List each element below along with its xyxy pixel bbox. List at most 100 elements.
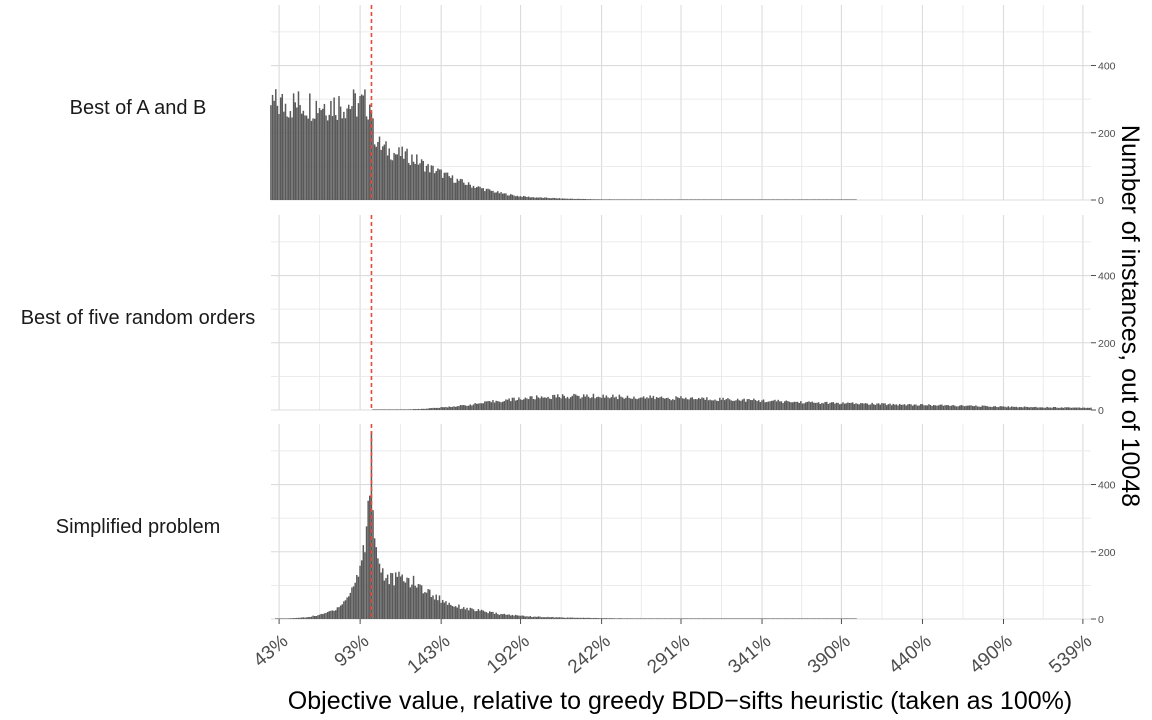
histogram-bar [474,403,476,410]
histogram-bar [689,397,692,410]
histogram-bar [383,144,386,200]
histogram-bar [511,397,514,410]
histogram-bar [1052,406,1055,410]
histogram-bar [461,179,463,200]
histogram-bar [733,400,736,410]
histogram-bar [733,618,736,619]
histogram-bar [469,404,472,410]
histogram-bar [1035,406,1037,410]
histogram-bar [518,397,520,410]
histogram-bar [777,199,779,200]
histogram-bar [479,610,481,619]
histogram-bar [388,409,390,410]
histogram-bar [317,615,319,619]
histogram-bar [821,199,823,200]
histogram-bar [547,197,549,200]
histogram-bar [582,394,585,410]
histogram-bar [1078,407,1081,410]
histogram-bar [976,406,979,410]
histogram-bar [487,188,489,200]
histogram-bar [654,199,656,200]
histogram-bar [754,400,757,410]
histogram-bar [1002,406,1005,410]
histogram-bar [967,405,969,410]
histogram-bar [1090,407,1092,410]
histogram-bar [558,617,561,619]
histogram-bar [378,409,381,410]
histogram-bar [732,199,734,200]
histogram-bar [604,199,606,200]
histogram-bar [808,401,810,410]
histogram-bar [673,399,676,410]
histogram-bar [414,585,416,619]
histogram-bar [275,89,277,200]
histogram-bar [1005,407,1008,410]
histogram-bar [1072,407,1074,410]
x-axis-title: Objective value, relative to greedy BDD−… [288,687,1072,715]
histogram-bar [1039,407,1042,410]
histogram-bar [642,618,645,619]
histogram-bar [783,401,786,410]
histogram-bar [733,199,736,200]
histogram-bar [537,616,540,619]
histogram-bar [681,618,684,619]
histogram-bar [646,199,648,200]
histogram-bar [675,396,677,410]
histogram-bar [801,403,804,410]
histogram-bar [599,618,601,619]
histogram-bar [288,618,290,619]
histogram-bar [634,199,637,200]
histogram-bar [851,199,854,200]
histogram-bar [785,199,788,200]
histogram-bar [843,403,846,410]
histogram-bar [699,199,702,200]
histogram-bar [492,400,494,410]
histogram-bar [561,198,564,200]
histogram-bar [921,404,924,410]
histogram-bar [401,409,403,410]
histogram-bar [668,398,671,410]
histogram-bar [571,198,574,200]
histogram-bar [667,397,669,410]
histogram-bar [1048,407,1050,410]
histogram-bar [584,396,587,410]
histogram-bar [905,405,907,410]
x-tick-label: 291% [643,631,694,678]
histogram-bar [663,398,666,410]
histogram-bar [864,403,867,410]
histogram-bar [613,618,616,619]
histogram-bar [296,617,298,619]
histogram-bar [777,399,779,410]
histogram-bar [963,406,966,410]
histogram-bar [501,401,504,410]
histogram-bar [566,396,569,410]
histogram-bar [576,617,578,619]
histogram-bar [819,199,822,200]
histogram-bar [438,595,441,619]
histogram-bar [579,617,582,619]
histogram-bar [539,398,541,410]
histogram-bar [586,617,588,619]
histogram-bar [335,610,337,619]
histogram-bar [578,617,580,619]
histogram-bar [827,618,830,619]
histogram-bar [651,397,653,410]
histogram-bar [641,618,643,619]
histogram-bar [414,409,416,410]
histogram-bar [315,100,318,200]
histogram-bar [696,399,698,410]
histogram-bar [714,399,716,410]
histogram-bar [477,186,480,200]
histogram-bar [710,199,713,200]
y-tick-label: 0 [1098,614,1104,626]
histogram-bar [440,169,442,200]
histogram-bar [548,198,551,200]
histogram-bar [746,618,749,619]
histogram-bar [377,558,379,619]
histogram-bar [774,618,776,619]
histogram-bar [847,402,849,410]
histogram-bar [352,89,355,200]
histogram-bar [704,199,706,200]
histogram-bar [380,409,382,410]
histogram-bar [508,614,510,619]
